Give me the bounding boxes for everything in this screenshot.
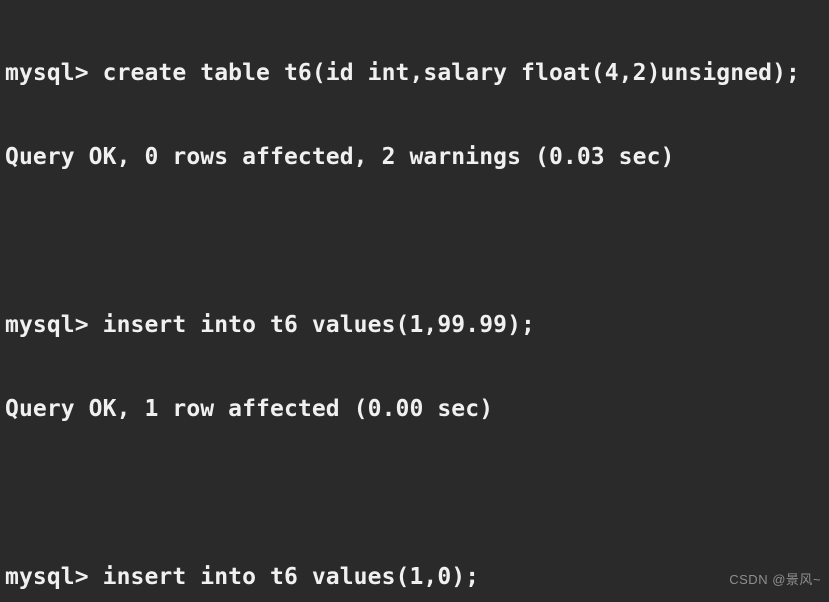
terminal-line-query-ok: Query OK, 0 rows affected, 2 warnings (0…	[5, 144, 675, 170]
terminal-line-blank	[5, 227, 829, 255]
terminal-line-blank	[5, 479, 829, 507]
terminal-line-insert-1: mysql> insert into t6 values(1,99.99);	[5, 312, 535, 338]
terminal-line-create-table: mysql> create table t6(id int,salary flo…	[5, 60, 800, 86]
terminal-line-query-ok: Query OK, 1 row affected (0.00 sec)	[5, 396, 494, 422]
csdn-watermark: CSDN @景风~	[729, 572, 821, 587]
terminal-line-insert-2: mysql> insert into t6 values(1,0);	[5, 564, 480, 590]
